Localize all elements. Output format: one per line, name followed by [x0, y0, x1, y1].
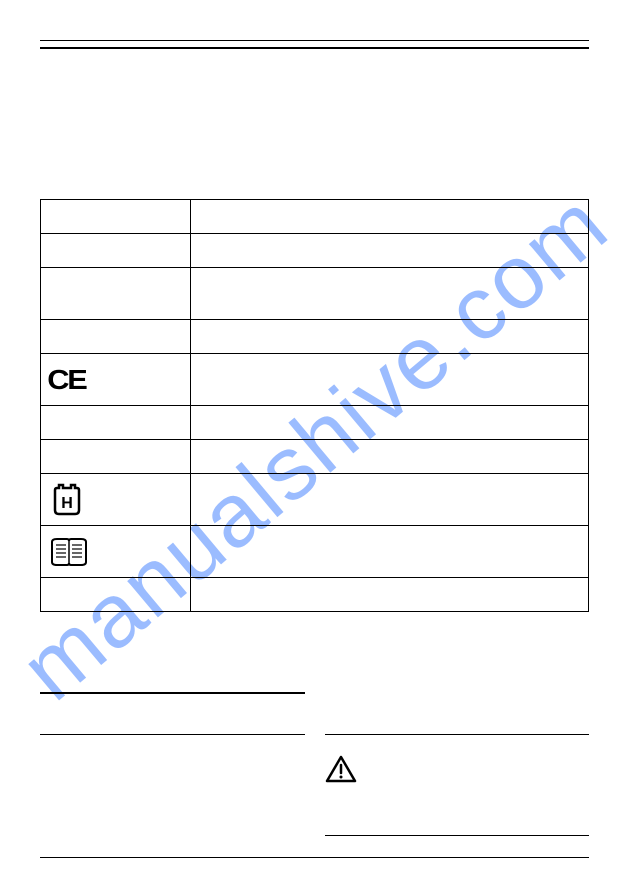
subsection-divider [40, 734, 305, 735]
symbol-cell-manual [41, 526, 191, 578]
description-cell [191, 320, 589, 354]
description-cell [191, 234, 589, 268]
warning-text [367, 755, 590, 815]
description-cell [191, 268, 589, 320]
table-row: H [41, 474, 589, 526]
table-row [41, 406, 589, 440]
symbol-cell [41, 200, 191, 234]
warning-block [325, 755, 590, 815]
manual-page: CE H [0, 0, 629, 893]
table-row [41, 440, 589, 474]
table-row [41, 526, 589, 578]
description-cell [191, 474, 589, 526]
read-manual-icon [49, 536, 89, 568]
symbols-table: CE H [40, 199, 589, 612]
symbol-cell [41, 268, 191, 320]
left-column [40, 692, 305, 836]
description-cell [191, 526, 589, 578]
description-cell [191, 406, 589, 440]
symbol-cell [41, 320, 191, 354]
symbol-cell [41, 406, 191, 440]
warning-triangle-icon [325, 755, 357, 783]
symbol-cell [41, 234, 191, 268]
table-row [41, 200, 589, 234]
header-rule-thin [40, 40, 589, 41]
description-cell [191, 578, 589, 612]
warning-bottom-rule [325, 835, 590, 836]
table-row [41, 268, 589, 320]
right-column [325, 692, 590, 836]
lower-columns [40, 692, 589, 836]
description-cell [191, 354, 589, 406]
table-row [41, 234, 589, 268]
subsection-divider [325, 734, 590, 735]
svg-text:H: H [61, 495, 73, 512]
husqvarna-crown-icon: H [49, 482, 85, 518]
section-divider [40, 692, 305, 694]
table-row [41, 578, 589, 612]
description-cell [191, 200, 589, 234]
symbol-cell-ce: CE [41, 354, 191, 406]
ce-mark-icon: CE [47, 364, 85, 396]
spacer [325, 692, 590, 734]
symbol-cell [41, 578, 191, 612]
description-cell [191, 440, 589, 474]
table-row [41, 320, 589, 354]
symbol-cell-crown: H [41, 474, 191, 526]
header-rule-thick [40, 47, 589, 49]
footer-rule [40, 857, 589, 858]
symbol-cell [41, 440, 191, 474]
table-row: CE [41, 354, 589, 406]
